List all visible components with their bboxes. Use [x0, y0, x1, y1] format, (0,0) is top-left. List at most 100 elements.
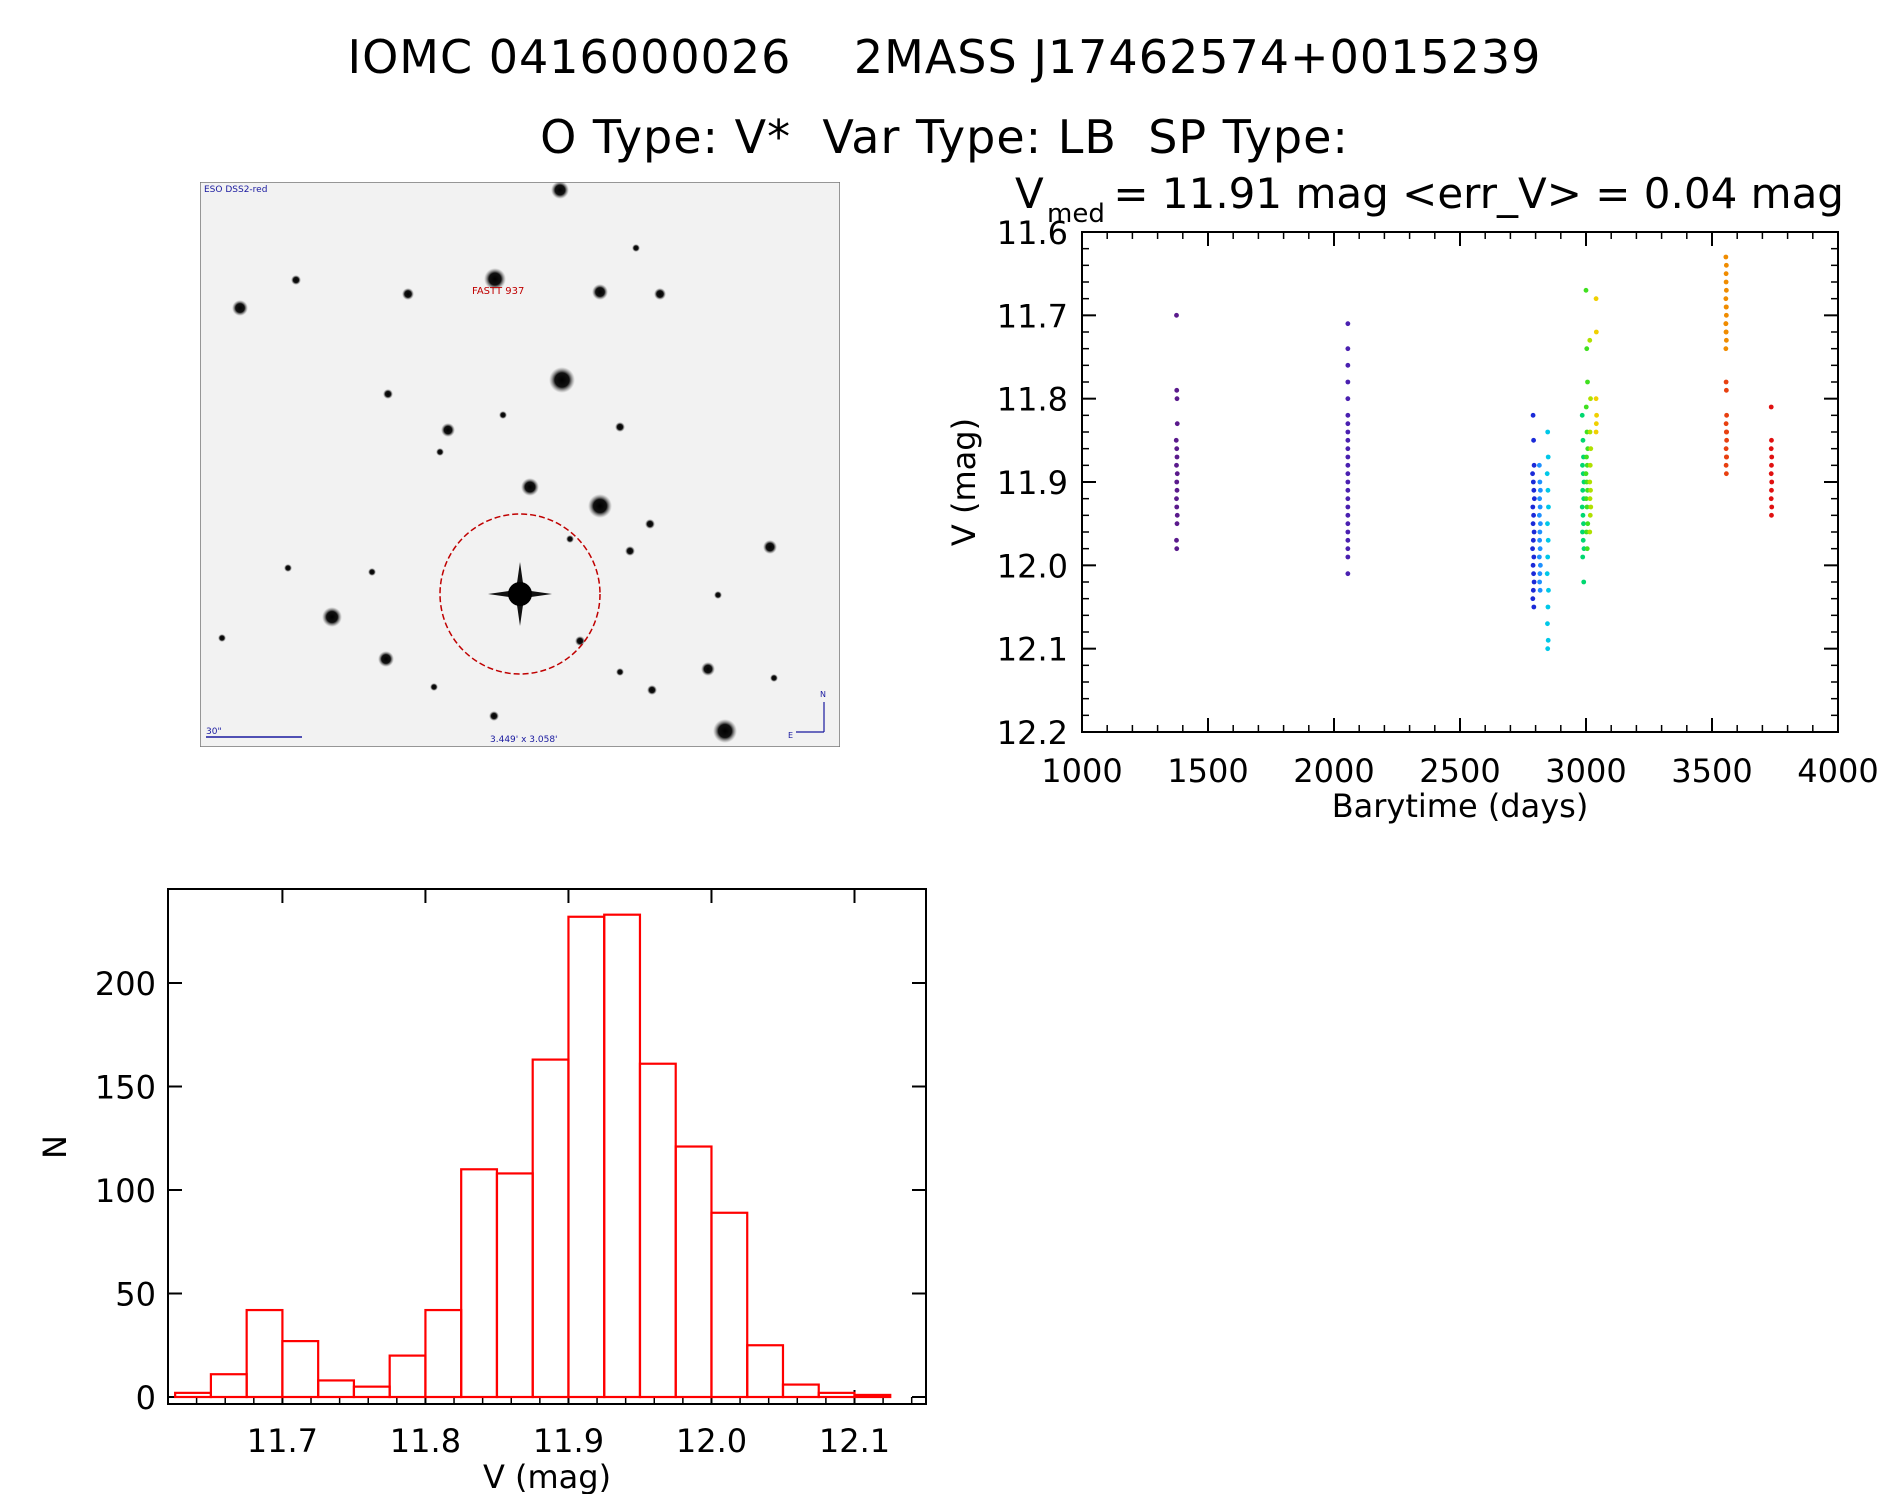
- lc-y-tick-label: 11.7: [997, 297, 1068, 335]
- lc-point: [1588, 396, 1593, 402]
- lc-point: [1174, 487, 1180, 493]
- lc-point: [1723, 462, 1729, 468]
- hist-y-tick-label: 200: [95, 965, 156, 1003]
- field-star: [489, 711, 499, 721]
- hist-axis-ticks: 11.7 11.8 11.9 12.0 12.1 0 50 100 150 200: [95, 889, 926, 1460]
- lc-point: [1545, 429, 1551, 435]
- lc-point: [1587, 429, 1593, 435]
- lc-point: [1580, 487, 1586, 493]
- lc-point: [1531, 487, 1537, 493]
- lc-point: [1583, 287, 1589, 293]
- lc-point: [1545, 537, 1551, 543]
- lc-x-tick-label: 3000: [1545, 752, 1626, 790]
- scale-bar-label: 30": [206, 727, 222, 737]
- lc-point: [1536, 554, 1542, 560]
- lc-point: [1723, 379, 1729, 385]
- lc-point: [1345, 462, 1351, 468]
- hist-bar: [424, 1308, 463, 1399]
- field-star: [575, 636, 585, 646]
- lc-point: [1545, 621, 1550, 627]
- lc-point: [1174, 537, 1179, 543]
- light-curve-chart: V med = 11.91 mag <err_V> = 0.04 mag 100…: [945, 169, 1879, 825]
- lc-point: [1174, 421, 1180, 427]
- compass-north: N: [820, 690, 826, 699]
- field-star: [645, 519, 655, 529]
- lc-point: [1345, 437, 1351, 443]
- finder-target-label: FASTT 937: [472, 286, 524, 297]
- hist-bar: [352, 1385, 391, 1399]
- lc-point: [1174, 446, 1180, 452]
- lc-point: [1593, 421, 1599, 427]
- hist-x-axis-label: V (mag): [483, 1458, 611, 1494]
- histogram-chart: 11.7 11.8 11.9 12.0 12.1 0 50 100 150 200 V (mag)…: [36, 888, 927, 1494]
- field-star: [714, 591, 722, 599]
- hist-x-tick-label: 11.9: [533, 1422, 604, 1460]
- lc-point: [1723, 279, 1729, 285]
- lc-point: [1174, 471, 1180, 477]
- lc-point: [1546, 587, 1551, 593]
- lc-point: [1585, 379, 1590, 385]
- lc-point: [1723, 446, 1729, 452]
- lc-point: [1537, 496, 1543, 502]
- lc-point: [1769, 512, 1774, 518]
- lc-x-tick-label: 2000: [1293, 752, 1374, 790]
- lc-point: [1580, 554, 1586, 560]
- lc-point: [1768, 471, 1774, 477]
- lc-point: [1345, 346, 1351, 352]
- lc-title: V med = 11.91 mag <err_V> = 0.04 mag: [1015, 169, 1844, 229]
- lc-point: [1587, 512, 1593, 518]
- svg-text:V: V: [1015, 169, 1044, 218]
- lc-point: [1546, 504, 1551, 510]
- field-star: [368, 568, 376, 576]
- lc-point: [1174, 462, 1179, 468]
- lc-point: [1544, 571, 1550, 577]
- object-type-subtitle: O Type: V* Var Type: LB SP Type:: [540, 110, 1349, 164]
- lc-x-tick-label: 1000: [1041, 752, 1122, 790]
- lc-point: [1345, 521, 1351, 527]
- lc-point: [1723, 471, 1729, 477]
- lc-point: [1723, 329, 1729, 335]
- lc-point: [1530, 596, 1536, 602]
- hist-y-axis-label: N: [36, 1135, 74, 1159]
- field-star: [551, 182, 569, 199]
- field-star: [402, 288, 414, 300]
- lc-point: [1174, 521, 1180, 527]
- lc-point: [1581, 579, 1587, 585]
- hist-x-tick-label: 11.7: [247, 1422, 318, 1460]
- lc-point: [1530, 537, 1536, 543]
- lc-point: [1537, 546, 1543, 552]
- hist-bar: [531, 1058, 570, 1399]
- lc-point: [1345, 546, 1351, 552]
- hist-bar: [495, 1172, 534, 1399]
- lc-point: [1580, 529, 1585, 535]
- lc-point: [1530, 471, 1535, 477]
- lc-y-tick-label: 11.9: [997, 464, 1068, 502]
- lc-point: [1545, 487, 1551, 493]
- hist-bar: [603, 913, 642, 1399]
- field-star: [625, 546, 635, 556]
- lc-point: [1545, 454, 1551, 460]
- field-stars: [218, 182, 778, 743]
- lc-point: [1531, 496, 1537, 502]
- field-star: [284, 564, 292, 572]
- lc-point: [1769, 462, 1774, 468]
- lc-point: [1345, 412, 1351, 418]
- lc-point: [1584, 546, 1590, 552]
- lc-point: [1723, 296, 1729, 302]
- lc-point: [1580, 512, 1586, 518]
- lc-point: [1593, 396, 1599, 402]
- hist-x-tick-label: 12.1: [819, 1422, 890, 1460]
- hist-bar: [209, 1373, 248, 1399]
- lc-y-axis-label: V (mag): [945, 418, 983, 546]
- lc-point: [1537, 504, 1543, 510]
- lc-point: [1537, 571, 1543, 577]
- lc-point: [1580, 462, 1585, 468]
- lc-point: [1537, 521, 1543, 527]
- lc-point: [1345, 571, 1351, 577]
- lc-point: [1723, 346, 1729, 352]
- field-star: [232, 300, 248, 316]
- lc-point: [1724, 429, 1730, 435]
- lc-point: [1588, 446, 1594, 452]
- lc-point: [1724, 437, 1730, 443]
- lc-point: [1588, 504, 1594, 510]
